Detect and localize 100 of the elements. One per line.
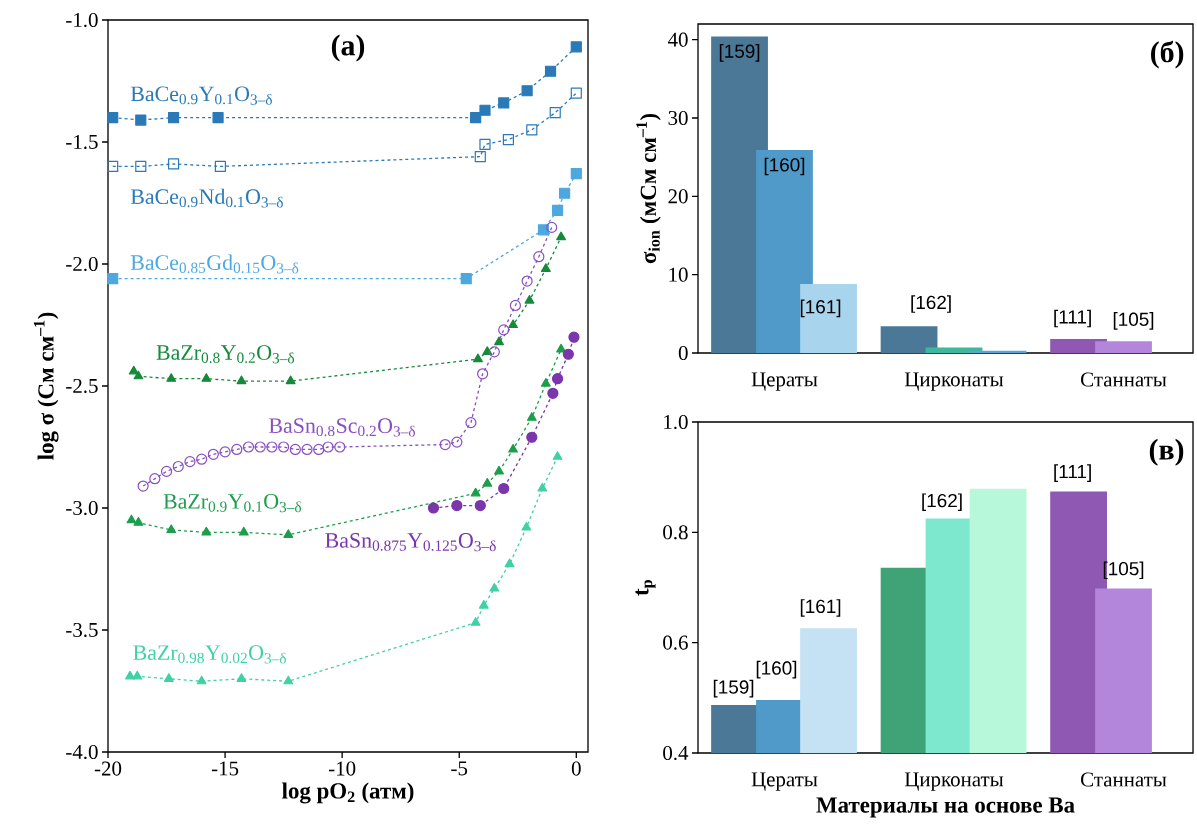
- point: [285, 375, 296, 385]
- y-tick-label: 30: [668, 110, 688, 126]
- point: [509, 299, 522, 312]
- annotation: [161]: [800, 599, 841, 617]
- point: [149, 473, 161, 485]
- point: [498, 324, 510, 336]
- text: (б): [1151, 40, 1184, 69]
- point: [214, 160, 226, 172]
- point: [521, 85, 533, 97]
- point: [125, 670, 135, 680]
- point: [526, 412, 537, 421]
- point: [544, 65, 557, 77]
- x-axis-title: Материалы на основе Ba: [816, 797, 1075, 818]
- annotation: [105]: [1113, 312, 1154, 330]
- point: [489, 582, 500, 592]
- point: [196, 453, 208, 465]
- point: [474, 499, 486, 512]
- point: [552, 451, 563, 460]
- text: (в): [1149, 438, 1184, 466]
- point: [283, 675, 294, 685]
- bar: [880, 326, 938, 353]
- y-tick-label: -1.5: [66, 134, 98, 150]
- point: [570, 87, 582, 99]
- annotation: [161]: [800, 299, 841, 318]
- y-tick-label: -3.0: [66, 500, 98, 516]
- x-tick-label: -10: [328, 761, 356, 776]
- point: [242, 441, 255, 453]
- point: [478, 600, 489, 609]
- point: [266, 441, 278, 453]
- point: [184, 456, 196, 468]
- point: [289, 443, 301, 456]
- y-axis-title: t$_{p}$: [635, 580, 656, 596]
- point: [301, 443, 313, 456]
- series-label: BaSn$_{0.8}$Sc$_{0.2}$O$_{3–δ}$: [269, 418, 415, 437]
- point: [477, 368, 489, 380]
- point: [163, 673, 174, 682]
- point: [494, 336, 504, 346]
- series-label: BaCe$_{0.9}$Y$_{0.1}$O$_{3–δ}$: [130, 86, 272, 105]
- point: [201, 526, 212, 536]
- y-tick-label: -1.0: [66, 12, 98, 28]
- point: [107, 273, 119, 285]
- point: [479, 104, 491, 116]
- x-tick-label: Цераты: [751, 372, 818, 391]
- x-tick-label: -15: [211, 761, 239, 776]
- chart-title: (а): [331, 34, 365, 62]
- point: [196, 675, 207, 685]
- point: [236, 375, 247, 385]
- x-tick-label: Цирконаты: [904, 772, 1004, 791]
- point: [167, 111, 180, 124]
- y-tick-label: 10: [669, 267, 688, 282]
- y-tick-label: 0.4: [663, 745, 689, 761]
- x-tick-label: Цирконаты: [904, 372, 1004, 391]
- point: [470, 617, 481, 626]
- point: [494, 465, 504, 475]
- point: [570, 168, 582, 180]
- y-tick-label: -3.5: [66, 622, 98, 638]
- point: [470, 111, 482, 124]
- point: [498, 482, 510, 495]
- point: [278, 441, 290, 453]
- point: [568, 331, 580, 343]
- point: [167, 158, 180, 170]
- x-tick-label: -5: [451, 761, 468, 776]
- point: [212, 111, 224, 124]
- point: [427, 502, 440, 514]
- x-tick-label: Цераты: [751, 772, 818, 791]
- series-label: BaCe$_{0.85}$Gd$_{0.15}$O$_{3–δ}$: [130, 254, 299, 274]
- y-tick-label: 0: [678, 345, 688, 361]
- annotation: [159]: [719, 44, 760, 62]
- point: [474, 151, 486, 163]
- y-tick-label: -2.0: [66, 256, 98, 272]
- point: [128, 365, 139, 375]
- point: [470, 487, 481, 497]
- point: [451, 499, 463, 512]
- point: [254, 441, 266, 453]
- point: [107, 160, 119, 172]
- x-tick-label: Станнаты: [1081, 372, 1167, 387]
- y-tick-label: 20: [668, 189, 688, 204]
- point: [570, 41, 582, 53]
- point: [465, 417, 477, 429]
- point: [502, 133, 514, 146]
- y-tick-label: 0.6: [663, 635, 688, 650]
- point: [322, 441, 334, 453]
- point: [508, 443, 519, 453]
- point: [540, 377, 551, 387]
- point: [547, 387, 559, 399]
- point: [133, 370, 144, 380]
- series-label: BaZr$_{0.98}$Y$_{0.02}$O$_{3–δ}$: [133, 645, 286, 664]
- y-tick-label: -4.0: [66, 744, 98, 760]
- y-tick-label: 1.0: [664, 414, 688, 430]
- point: [283, 529, 294, 538]
- bar: [1095, 341, 1152, 353]
- x-tick-label: 0: [571, 761, 581, 776]
- annotation: [159]: [713, 679, 754, 698]
- point: [160, 465, 173, 477]
- point: [488, 346, 500, 358]
- point: [556, 231, 567, 241]
- point: [172, 460, 184, 473]
- point: [473, 353, 483, 363]
- point: [207, 448, 219, 460]
- y-tick-label: 0.8: [663, 525, 688, 540]
